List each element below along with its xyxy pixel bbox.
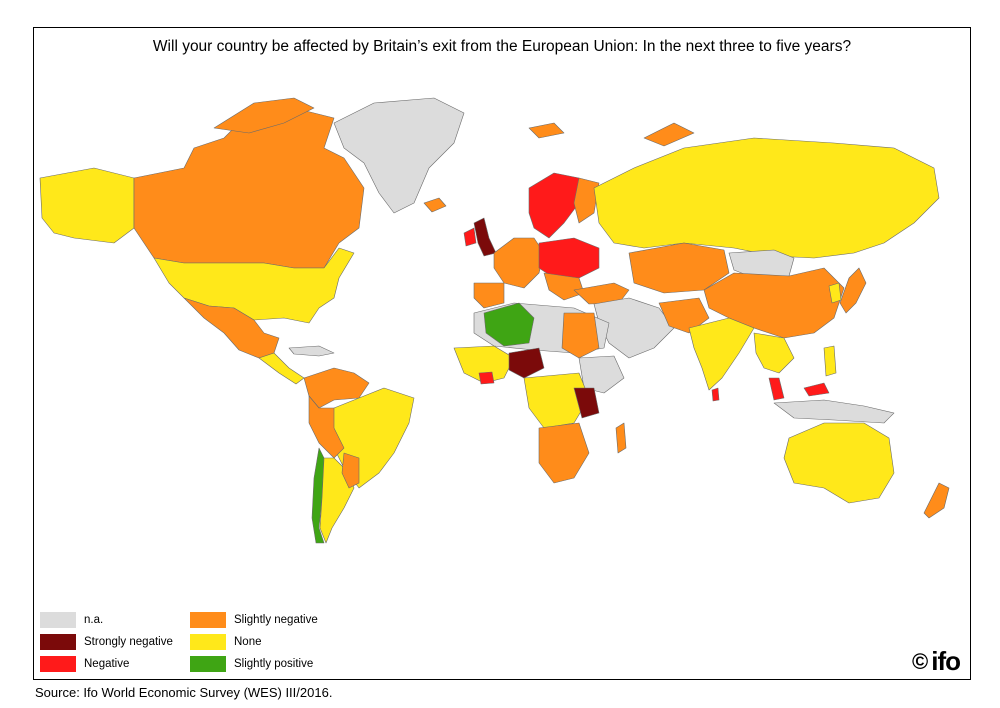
region-mexico (183, 297, 280, 359)
region-china (703, 267, 845, 339)
legend-item-slightly-positive: Slightly positive (190, 656, 313, 672)
legend-label: Slightly negative (234, 614, 318, 626)
legend-item-negative: Negative (40, 656, 129, 672)
region-western-europe (493, 237, 545, 289)
copyright-icon: © (912, 648, 929, 674)
region-russian-islands (528, 122, 695, 147)
legend: n.a. Strongly negative Negative Slightly… (40, 612, 400, 678)
logo-brand: ifo (931, 646, 961, 676)
region-egypt-sudan (561, 312, 600, 359)
region-indonesia (773, 399, 895, 424)
region-philippines (823, 345, 837, 377)
region-turkey (573, 282, 630, 305)
region-madagascar (615, 422, 627, 454)
legend-item-na: n.a. (40, 612, 103, 628)
region-ireland (463, 227, 477, 247)
region-caribbean (288, 345, 335, 357)
legend-label: None (234, 636, 262, 648)
legend-swatch (190, 612, 226, 628)
legend-item-strongly-negative: Strongly negative (40, 634, 173, 650)
legend-label: Negative (84, 658, 130, 670)
region-sri-lanka (711, 387, 720, 402)
region-southern-africa (538, 422, 590, 484)
region-east-africa (578, 355, 625, 394)
region-russia (593, 137, 940, 259)
region-finland (573, 177, 600, 224)
region-malaysia (768, 377, 830, 401)
region-iceland (423, 197, 447, 213)
region-india (688, 317, 755, 391)
region-greenland (333, 97, 465, 214)
region-iberia (473, 282, 505, 309)
map-frame: Will your country be affected by Britain… (33, 27, 971, 680)
region-scandinavia (528, 172, 580, 239)
region-korea (828, 282, 842, 304)
legend-label: n.a. (84, 614, 104, 626)
legend-swatch (40, 612, 76, 628)
region-central-asia (628, 242, 730, 294)
region-arctic-islands (213, 97, 315, 134)
world-map (39, 97, 950, 544)
region-central-america (258, 352, 305, 385)
region-peru-bolivia (308, 395, 345, 459)
region-australia (783, 422, 895, 504)
region-central-eastern-europe (538, 237, 600, 279)
legend-item-slightly-negative: Slightly negative (190, 612, 318, 628)
source-note: Source: Ifo World Economic Survey (WES) … (35, 685, 333, 700)
ifo-logo: © ifo (912, 646, 961, 677)
region-paraguay-uruguay (341, 452, 360, 489)
region-uk (473, 217, 497, 257)
legend-swatch (40, 656, 76, 672)
region-new-zealand (923, 482, 950, 519)
legend-swatch (40, 634, 76, 650)
region-japan (839, 267, 867, 314)
legend-swatch (190, 634, 226, 650)
region-algeria (483, 302, 535, 347)
region-central-africa (523, 372, 590, 429)
region-tanzania (573, 387, 600, 419)
legend-swatch (190, 656, 226, 672)
region-alaska (39, 167, 135, 244)
legend-label: Strongly negative (84, 636, 173, 648)
region-southeast-asia (753, 332, 795, 374)
region-balkans (543, 272, 585, 301)
region-nigeria (508, 347, 545, 379)
legend-item-none: None (190, 634, 262, 650)
legend-label: Slightly positive (234, 658, 314, 670)
region-ghana (478, 371, 495, 385)
map-title: Will your country be affected by Britain… (152, 38, 852, 55)
region-west-africa (453, 345, 515, 384)
